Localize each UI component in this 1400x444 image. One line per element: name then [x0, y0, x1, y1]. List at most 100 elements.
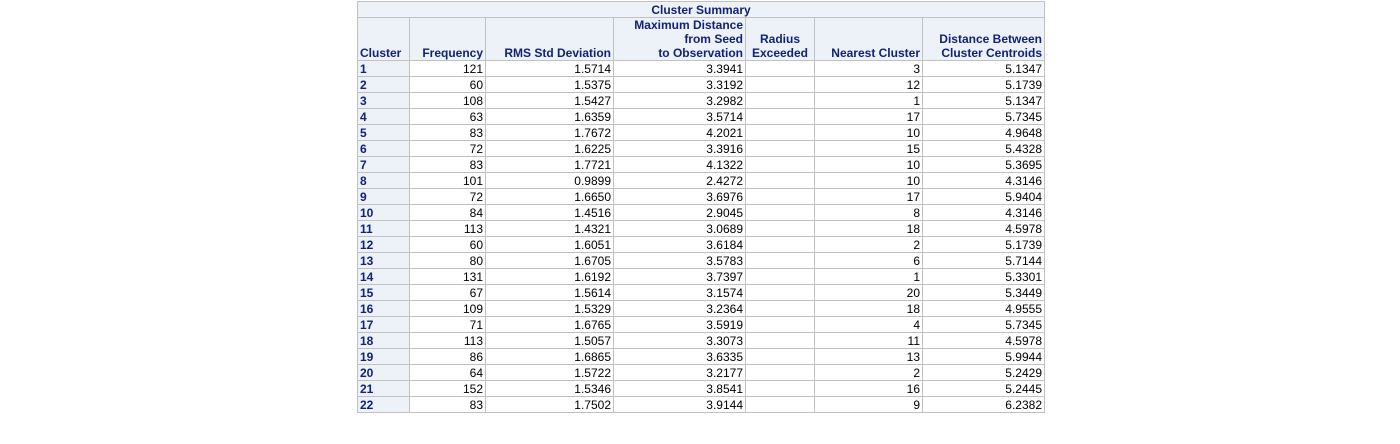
cell-distance-between-centroids: 5.1347 [922, 60, 1045, 77]
cell-maximum-distance: 3.6335 [613, 348, 746, 365]
cell-frequency: 152 [409, 380, 486, 397]
cell-rms-std-deviation: 1.5614 [485, 284, 614, 301]
cell-rms-std-deviation: 1.5375 [485, 76, 614, 93]
col-header-frequency: Frequency [409, 17, 486, 61]
table-row: 4 63 1.6359 3.5714 17 5.7345 [357, 108, 1045, 125]
col-header-distance-between-centroids-line: Cluster Centroids [941, 46, 1042, 60]
cell-maximum-distance: 3.6976 [613, 188, 746, 205]
cell-radius-exceeded [745, 108, 815, 125]
cell-distance-between-centroids: 4.9648 [922, 124, 1045, 141]
cell-radius-exceeded [745, 204, 815, 221]
cell-radius-exceeded [745, 140, 815, 157]
cell-cluster: 8 [357, 172, 410, 189]
cell-frequency: 72 [409, 140, 486, 157]
col-header-distance-between-centroids: Distance Between Cluster Centroids [922, 17, 1045, 61]
cell-radius-exceeded [745, 300, 815, 317]
cell-radius-exceeded [745, 284, 815, 301]
cell-frequency: 109 [409, 300, 486, 317]
cell-cluster: 17 [357, 316, 410, 333]
cell-nearest-cluster: 2 [814, 236, 923, 253]
table-row: 8 101 0.9899 2.4272 10 4.3146 [357, 172, 1045, 189]
cell-nearest-cluster: 11 [814, 332, 923, 349]
cell-cluster: 3 [357, 92, 410, 109]
cell-cluster: 14 [357, 268, 410, 285]
cell-rms-std-deviation: 1.7672 [485, 124, 614, 141]
col-header-nearest-cluster: Nearest Cluster [814, 17, 923, 61]
cell-maximum-distance: 3.5783 [613, 252, 746, 269]
cell-distance-between-centroids: 5.1739 [922, 76, 1045, 93]
cell-nearest-cluster: 3 [814, 60, 923, 77]
cell-radius-exceeded [745, 76, 815, 93]
cell-maximum-distance: 3.2177 [613, 364, 746, 381]
table-row: 14 131 1.6192 3.7397 1 5.3301 [357, 268, 1045, 285]
cell-cluster: 5 [357, 124, 410, 141]
cell-maximum-distance: 3.6184 [613, 236, 746, 253]
cell-maximum-distance: 2.9045 [613, 204, 746, 221]
cell-frequency: 64 [409, 364, 486, 381]
table-row: 10 84 1.4516 2.9045 8 4.3146 [357, 204, 1045, 221]
cell-cluster: 11 [357, 220, 410, 237]
table-row: 18 113 1.5057 3.3073 11 4.5978 [357, 332, 1045, 349]
cell-nearest-cluster: 15 [814, 140, 923, 157]
cell-distance-between-centroids: 4.9555 [922, 300, 1045, 317]
cell-frequency: 108 [409, 92, 486, 109]
cell-nearest-cluster: 17 [814, 188, 923, 205]
col-header-radius-exceeded-line: Radius [759, 32, 800, 46]
cell-distance-between-centroids: 5.9944 [922, 348, 1045, 365]
cell-rms-std-deviation: 1.5346 [485, 380, 614, 397]
table-row: 3 108 1.5427 3.2982 1 5.1347 [357, 92, 1045, 109]
cell-nearest-cluster: 2 [814, 364, 923, 381]
cell-maximum-distance: 3.3073 [613, 332, 746, 349]
cell-rms-std-deviation: 1.6705 [485, 252, 614, 269]
col-header-radius-exceeded-line: Exceeded [751, 46, 809, 60]
col-header-radius-exceeded: Radius Exceeded [745, 17, 815, 61]
cluster-summary-panel: Cluster Summary Cluster Frequency RMS St… [357, 1, 1045, 413]
col-header-distance-between-centroids-line: Distance Between [939, 32, 1042, 46]
cell-nearest-cluster: 16 [814, 380, 923, 397]
table-row: 1 121 1.5714 3.3941 3 5.1347 [357, 60, 1045, 77]
cell-nearest-cluster: 1 [814, 268, 923, 285]
cell-radius-exceeded [745, 156, 815, 173]
cell-cluster: 4 [357, 108, 410, 125]
cell-rms-std-deviation: 1.7721 [485, 156, 614, 173]
table-row: 15 67 1.5614 3.1574 20 5.3449 [357, 284, 1045, 301]
cell-nearest-cluster: 20 [814, 284, 923, 301]
table-title: Cluster Summary [357, 1, 1045, 18]
table-row: 5 83 1.7672 4.2021 10 4.9648 [357, 124, 1045, 141]
table-row: 12 60 1.6051 3.6184 2 5.1739 [357, 236, 1045, 253]
cell-rms-std-deviation: 1.5427 [485, 92, 614, 109]
table-row: 11 113 1.4321 3.0689 18 4.5978 [357, 220, 1045, 237]
cell-rms-std-deviation: 1.6865 [485, 348, 614, 365]
cell-rms-std-deviation: 1.6051 [485, 236, 614, 253]
cell-maximum-distance: 3.3916 [613, 140, 746, 157]
cell-radius-exceeded [745, 124, 815, 141]
table-row: 19 86 1.6865 3.6335 13 5.9944 [357, 348, 1045, 365]
cell-radius-exceeded [745, 172, 815, 189]
cell-cluster: 12 [357, 236, 410, 253]
cell-frequency: 83 [409, 396, 486, 413]
col-header-rms-std-deviation: RMS Std Deviation [485, 17, 614, 61]
cell-nearest-cluster: 18 [814, 300, 923, 317]
cell-rms-std-deviation: 1.5057 [485, 332, 614, 349]
table-row: 2 60 1.5375 3.3192 12 5.1739 [357, 76, 1045, 93]
cell-distance-between-centroids: 5.7345 [922, 108, 1045, 125]
cell-distance-between-centroids: 5.4328 [922, 140, 1045, 157]
cell-frequency: 113 [409, 220, 486, 237]
cell-maximum-distance: 3.5919 [613, 316, 746, 333]
cell-cluster: 1 [357, 60, 410, 77]
cell-nearest-cluster: 1 [814, 92, 923, 109]
cell-cluster: 18 [357, 332, 410, 349]
cell-frequency: 80 [409, 252, 486, 269]
cell-cluster: 9 [357, 188, 410, 205]
table-row: 7 83 1.7721 4.1322 10 5.3695 [357, 156, 1045, 173]
cell-cluster: 19 [357, 348, 410, 365]
cell-distance-between-centroids: 4.5978 [922, 220, 1045, 237]
cell-maximum-distance: 3.0689 [613, 220, 746, 237]
cell-nearest-cluster: 10 [814, 156, 923, 173]
cell-maximum-distance: 3.8541 [613, 380, 746, 397]
cell-distance-between-centroids: 6.2382 [922, 396, 1045, 413]
cell-nearest-cluster: 4 [814, 316, 923, 333]
cell-distance-between-centroids: 4.5978 [922, 332, 1045, 349]
cell-distance-between-centroids: 5.7345 [922, 316, 1045, 333]
cell-rms-std-deviation: 1.5714 [485, 60, 614, 77]
